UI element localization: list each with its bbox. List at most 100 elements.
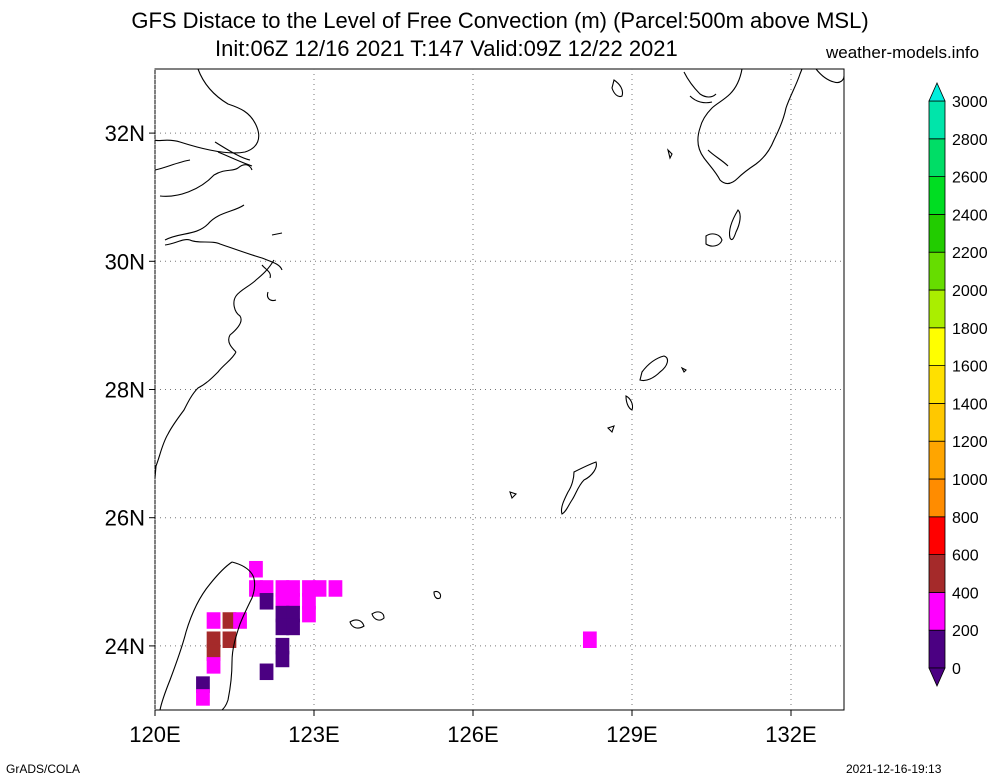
colorbar-label: 2400 — [952, 207, 988, 224]
field-cell — [328, 580, 343, 597]
field-cell — [259, 593, 274, 610]
field-cell — [275, 593, 290, 610]
coastline-okinawa — [560, 461, 597, 515]
field-cell — [196, 676, 210, 693]
coastline-china — [154, 68, 283, 479]
colorbar-label: 1800 — [952, 321, 988, 338]
colorbar-max-arrow — [928, 82, 946, 102]
field-cell — [233, 612, 247, 629]
field-cell — [286, 618, 300, 636]
site-credit: weather-models.info — [826, 43, 980, 62]
coastline-gotoh — [611, 79, 673, 160]
field-cell — [275, 605, 290, 623]
ytick-label: 30N — [105, 249, 145, 274]
coastline-kume — [509, 491, 518, 500]
field-cell — [302, 593, 316, 610]
colorbar-label: 3000 — [952, 94, 988, 111]
colorbar-swatch — [928, 402, 946, 442]
field-cell — [206, 644, 221, 661]
colorbar-swatch — [928, 516, 946, 555]
colorbar-label: 0 — [952, 661, 961, 678]
field-cell — [249, 560, 263, 578]
colorbar-swatch — [928, 440, 946, 480]
latitude-axis: 24N 26N 28N 30N 32N — [105, 121, 155, 659]
field-cell — [275, 580, 290, 597]
field-cell — [249, 580, 263, 597]
colorbar-label: 200 — [952, 623, 979, 640]
colorbar-swatch — [928, 138, 946, 178]
coastline-kyushu — [697, 68, 803, 185]
colorbar-swatch — [928, 327, 946, 366]
colorbar-label: 1400 — [952, 396, 988, 413]
field-cell — [206, 612, 221, 629]
colorbar-label: 400 — [952, 585, 979, 602]
map-subtitle: Init:06Z 12/16 2021 T:147 Valid:09Z 12/2… — [215, 36, 678, 61]
footer-software: GrADS/COLA — [6, 762, 81, 776]
coastline-hangzhou-bay — [214, 141, 253, 167]
map-title: GFS Distace to the Level of Free Convect… — [131, 8, 869, 33]
field-cell — [206, 631, 221, 649]
field-cell — [286, 593, 300, 610]
colorbar-swatch — [928, 289, 946, 329]
data-field — [196, 560, 597, 706]
coastline-taiwan — [159, 561, 256, 711]
colorbar-label: 1600 — [952, 359, 988, 376]
xtick-label: 123E — [288, 722, 339, 747]
ytick-label: 26N — [105, 506, 145, 531]
colorbar-swatch — [928, 629, 946, 669]
coastline-chusan-islands — [261, 232, 283, 302]
ytick-label: 24N — [105, 634, 145, 659]
ytick-label: 32N — [105, 121, 145, 146]
colorbar: 0 200 400 600 800 1000 1200 1400 1600 1800 2000 220… — [928, 82, 988, 687]
colorbar-swatch — [928, 251, 946, 291]
xtick-label: 120E — [129, 722, 180, 747]
field-cell — [286, 605, 300, 623]
colorbar-min-arrow — [928, 667, 946, 687]
coastline-tokunoshima — [625, 395, 634, 411]
colorbar-label: 1000 — [952, 472, 988, 489]
field-cell — [222, 631, 237, 649]
coastlines — [154, 68, 845, 711]
graticule — [154, 69, 844, 710]
field-cell — [302, 605, 316, 623]
xtick-label: 126E — [447, 722, 498, 747]
colorbar-label: 2600 — [952, 170, 988, 187]
xtick-label: 129E — [606, 722, 657, 747]
coastline-tarama — [433, 590, 442, 600]
coastline-miyako — [349, 611, 385, 629]
colorbar-label: 2800 — [952, 132, 988, 149]
field-cell — [275, 618, 290, 636]
field-cell — [275, 650, 290, 668]
footer-timestamp: 2021-12-16-19:13 — [846, 762, 942, 776]
coastline-kyushu-west — [683, 71, 729, 167]
coastline-tanegashima — [728, 209, 741, 241]
colorbar-label: 2000 — [952, 283, 988, 300]
field-cell — [206, 657, 221, 674]
coastline-yakushima — [705, 233, 723, 247]
coastline-kyushu-east — [815, 68, 845, 84]
field-cell — [302, 580, 316, 597]
colorbar-swatch — [928, 213, 946, 253]
colorbar-swatch — [928, 176, 946, 215]
field-cell — [312, 580, 327, 597]
field-cell — [275, 637, 290, 655]
colorbar-label: 1200 — [952, 434, 988, 451]
ytick-label: 28N — [105, 378, 145, 403]
colorbar-label: 600 — [952, 548, 979, 565]
colorbar-swatch — [928, 554, 946, 593]
field-cell — [286, 580, 300, 597]
colorbar-label: 800 — [952, 510, 979, 527]
colorbar-swatch — [928, 365, 946, 404]
colorbar-swatch — [928, 478, 946, 518]
colorbar-label: 2200 — [952, 245, 988, 262]
colorbar-swatch — [928, 592, 946, 631]
longitude-axis: 120E 123E 126E 129E 132E — [129, 710, 817, 747]
colorbar-swatch — [928, 100, 946, 140]
coastline-amami — [639, 355, 687, 382]
xtick-label: 132E — [765, 722, 816, 747]
coastline-okinoerabu — [606, 425, 615, 434]
field-cell — [259, 663, 274, 681]
field-cell — [222, 612, 237, 629]
field-cell — [196, 689, 210, 706]
